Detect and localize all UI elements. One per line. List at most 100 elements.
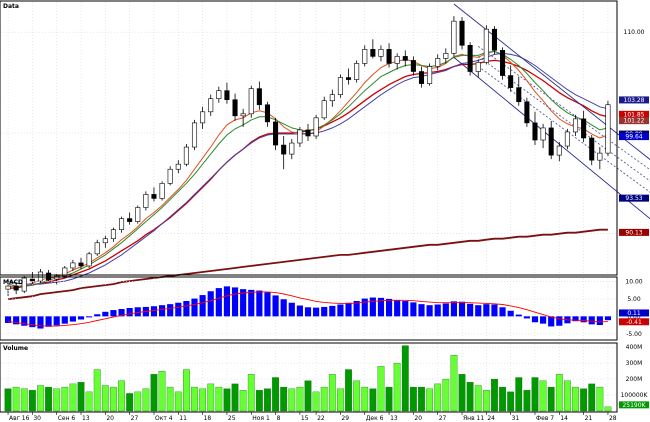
candle-body [508,75,514,88]
macd-bar [499,307,506,317]
volume-bar [596,386,604,412]
candle-body [532,122,538,141]
volume-tick-label: 200M [626,376,643,383]
candle-body [289,142,295,155]
volume-bar [547,386,555,412]
volume-bar [499,386,506,412]
macd-bar [134,307,141,317]
candle-body [54,275,60,280]
macd-bar [337,304,344,317]
macd-bar [21,316,28,326]
volume-bar [69,383,77,412]
macd-bar [207,291,214,317]
volume-bar [434,383,442,412]
volume-bar [385,386,393,412]
volume-bar [409,386,417,412]
macd-bar [345,302,352,317]
candle-body [224,90,230,101]
channel-line [477,66,650,193]
x-tick-label: Авг 16 [9,415,30,422]
macd-bar [531,316,539,323]
candle-body [386,49,392,64]
macd-bar [69,316,76,322]
x-tick-label: 31 [512,415,520,422]
macd-bar [150,306,158,317]
candle-body [110,229,116,240]
candle-body [127,218,133,222]
x-tick-label: 25 [228,415,236,422]
volume-bar [458,374,466,412]
volume-bar [272,377,279,412]
candle-body [232,99,238,117]
volume-value-box [619,401,649,409]
volume-bar [345,369,352,412]
candle-body [475,62,481,72]
macd-bar [548,316,555,327]
price-label: 101.22 [624,118,645,125]
x-tick-label: Окт 4 [155,415,173,422]
volume-bar [150,374,158,412]
volume-panel: 400M 300M 200M 100000K 25190K Volume [0,342,649,413]
macd-bar [94,314,101,317]
candle-body [21,277,27,292]
volume-bar [296,386,304,412]
candle-body [119,218,125,230]
candle-body [159,183,165,199]
macd-bar [369,297,376,317]
macd-bar [167,304,174,317]
volume-bar [312,391,320,412]
x-tick-label: 22 [317,415,325,422]
candle-body [346,77,352,80]
volume-bar [328,374,336,412]
volume-bar [564,380,571,412]
volume-bar [442,378,450,412]
candle-body [94,242,100,255]
candle-body [354,63,360,80]
volume-bar [588,383,596,412]
macd-bar [588,316,595,325]
macd-bar [183,301,190,317]
candle-body [459,20,465,46]
volume-bar [93,369,101,412]
candle-body [135,207,141,222]
volume-bar [337,388,344,412]
candle-body [273,121,279,146]
candle-body [216,90,222,100]
volume-bar [239,390,247,412]
volume-axis: 400M 300M 200M 100000K 25190K [619,344,649,409]
candle-body [564,131,570,147]
candle-body [418,71,425,84]
macd-panel-border [0,276,618,341]
volume-bar [134,391,142,412]
macd-bar [264,292,271,317]
macd-bar [158,305,166,317]
volume-bar [377,366,385,412]
macd-bar [223,286,231,317]
macd-bar [410,302,417,317]
volume-bar [174,391,182,412]
candle-body [443,53,449,59]
candle-body [29,278,35,282]
x-axis: Авг 16 30 Сен 6 13 20 27 Окт 4 11 18 25 Ноя 1 8 15 22… [7,412,617,422]
volume-bar [320,386,328,412]
macd-bar [458,301,466,317]
macd-bar [475,305,482,317]
x-tick-label: 15 [301,415,309,422]
volume-bar [401,345,409,412]
macd-bar [175,302,182,317]
x-tick-label: Дек 6 [366,415,384,422]
channel-line [477,56,650,182]
volume-bar [183,369,190,412]
x-tick-label: 20 [106,415,114,422]
macd-bar [377,297,385,317]
macd-bar [361,298,368,317]
candle-body [329,94,335,102]
volume-panel-border [0,342,618,413]
macd-value-label: -0.41 [626,319,642,326]
macd-value-label: 0.11 [627,310,641,317]
candle-body [321,100,327,119]
candle-body [597,152,603,161]
